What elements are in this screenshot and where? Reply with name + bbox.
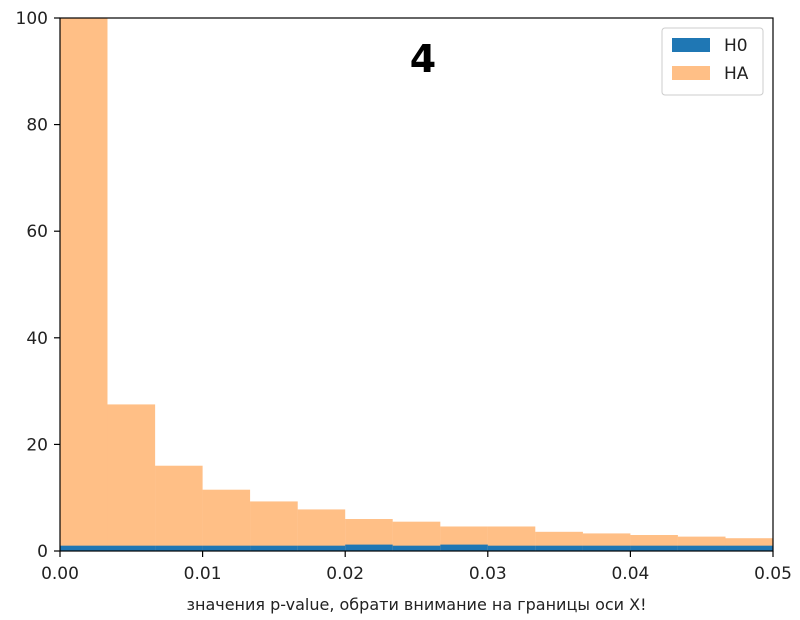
histogram-bar-h0 (345, 544, 393, 551)
histogram-bar-ha (297, 509, 346, 551)
histogram-bar-h0 (250, 545, 298, 551)
legend-swatch-h0 (672, 38, 710, 52)
axes-frame (59, 17, 774, 552)
x-tick-label: 0.02 (326, 564, 364, 584)
histogram-bar-h0 (392, 545, 441, 551)
histogram-bar-h0 (725, 545, 773, 551)
x-axis-label: значения p-value, обрати внимание на гра… (186, 595, 646, 614)
h0-bars (60, 544, 773, 551)
histogram-bar-h0 (487, 545, 536, 551)
x-tick-label: 0.00 (41, 564, 79, 584)
x-axis-ticks: 0.00 0.01 0.02 0.03 0.04 0.05 (41, 551, 792, 584)
histogram-bar-ha (202, 489, 251, 551)
y-tick-label: 0 (37, 542, 48, 562)
histogram-bar-ha (107, 404, 156, 551)
histogram-bar-h0 (630, 545, 678, 551)
legend-label-h0: H0 (724, 36, 748, 56)
histogram-bar-ha (155, 465, 203, 551)
histogram-bar-h0 (440, 544, 488, 551)
legend-label-ha: HA (724, 64, 749, 84)
y-tick-label: 40 (26, 329, 48, 349)
x-tick-label: 0.05 (754, 564, 792, 584)
histogram-bar-h0 (60, 545, 108, 551)
histogram-bar-h0 (535, 545, 583, 551)
histogram-bar-h0 (155, 545, 203, 551)
histogram-bar-h0 (202, 545, 251, 551)
histogram-bar-h0 (582, 545, 631, 551)
legend: H0 HA (661, 27, 764, 96)
legend-items: H0 HA (672, 36, 749, 84)
y-axis-ticks: 0 20 40 60 80 100 (16, 9, 60, 562)
y-tick-label: 80 (26, 116, 48, 136)
y-tick-label: 20 (26, 435, 48, 455)
histogram-bar-h0 (297, 545, 346, 551)
histogram-bar-h0 (677, 545, 726, 551)
histogram-bar-h0 (107, 545, 156, 551)
x-tick-label: 0.01 (184, 564, 222, 584)
y-tick-label: 60 (26, 222, 48, 242)
y-tick-label: 100 (16, 9, 48, 29)
panel-number-label: 4 (410, 37, 436, 81)
histogram-bar-ha (60, 18, 108, 551)
x-tick-label: 0.04 (611, 564, 649, 584)
plot-area (60, 18, 773, 551)
legend-swatch-ha (672, 66, 710, 80)
x-tick-label: 0.03 (469, 564, 507, 584)
histogram-bar-ha (250, 501, 298, 551)
